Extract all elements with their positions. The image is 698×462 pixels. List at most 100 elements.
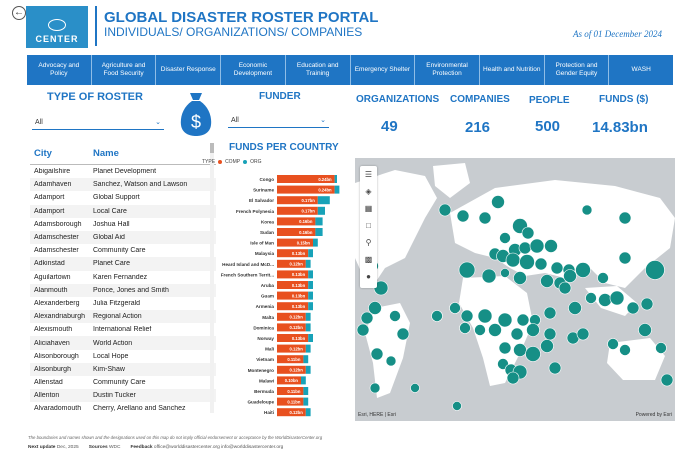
world-map[interactable] bbox=[355, 158, 675, 421]
tick-label: French Southern Territ... bbox=[221, 272, 274, 277]
cell-name: Kim-Shaw bbox=[93, 365, 125, 373]
map-attribution: Esri, HERE | Esri bbox=[358, 412, 396, 418]
grid-icon[interactable]: ▦ bbox=[364, 204, 373, 213]
cell-city: Adamschester bbox=[34, 234, 79, 242]
select-area-icon[interactable]: □ bbox=[366, 221, 371, 230]
category-agriculture[interactable]: Agriculture and Food Security bbox=[92, 55, 157, 85]
map-cluster-marker bbox=[660, 373, 674, 387]
table-row[interactable]: Allenton Dustin Tucker bbox=[30, 389, 216, 403]
map-cluster-marker bbox=[548, 361, 562, 375]
category-protection[interactable]: Protection and Gender Equity bbox=[545, 55, 610, 85]
table-row[interactable]: Adamport Global Support bbox=[30, 191, 216, 204]
map-cluster-marker bbox=[356, 323, 370, 337]
tick-label: Bermuda bbox=[254, 389, 274, 394]
category-economic[interactable]: Economic Development bbox=[221, 55, 286, 85]
footer: Next update Dec, 2025 Sources WDC Feedba… bbox=[28, 445, 283, 450]
tick-label: Korea bbox=[261, 219, 274, 224]
table-row[interactable]: Adamport Local Care bbox=[30, 204, 216, 218]
bar-comp bbox=[277, 217, 316, 226]
map-cluster-marker bbox=[575, 262, 591, 278]
bar-comp bbox=[277, 270, 309, 279]
category-education[interactable]: Education and Training bbox=[286, 55, 351, 85]
map-cluster-marker bbox=[550, 261, 564, 275]
table-row[interactable]: Alisonborough Local Hope bbox=[30, 350, 216, 363]
cell-city: Adamport bbox=[34, 207, 65, 215]
table-row[interactable]: Adamsborough Joshua Hall bbox=[30, 218, 216, 231]
powered-by-esri[interactable]: Powered by Esri bbox=[635, 412, 672, 418]
funder-dropdown[interactable]: All ⌄ bbox=[228, 114, 329, 128]
table-row[interactable]: Adamhaven Sanchez, Watson and Lawson bbox=[30, 178, 216, 192]
map-cluster-marker bbox=[618, 251, 632, 265]
table-row[interactable]: Alexanderberg Julia Fitzgerald bbox=[30, 297, 216, 310]
map-cluster-marker bbox=[389, 310, 401, 322]
table-row[interactable]: Alisonburgh Kim-Shaw bbox=[30, 362, 216, 376]
scrollbar-thumb[interactable] bbox=[210, 143, 214, 153]
table-row[interactable]: Adamschester Global Aid bbox=[30, 230, 216, 245]
table-row[interactable]: Alexismouth International Relief bbox=[30, 323, 216, 336]
map-cluster-marker bbox=[626, 301, 640, 315]
tick-label: Aruba bbox=[261, 283, 275, 288]
feedback-label: Feedback bbox=[130, 445, 153, 450]
category-environment[interactable]: Environmental Protection bbox=[415, 55, 480, 85]
table-row[interactable]: Abigailshire Planet Development bbox=[30, 165, 216, 178]
bar-comp bbox=[277, 302, 309, 311]
legend-comp-label: COMP bbox=[225, 159, 241, 165]
table-row[interactable]: Alanmouth Ponce, Jones and Smith bbox=[30, 283, 216, 297]
table-row[interactable]: Alexandriaburgh Regional Action bbox=[30, 310, 216, 324]
map-cluster-marker bbox=[506, 371, 520, 385]
category-disaster-response[interactable]: Disaster Response bbox=[156, 55, 222, 85]
category-wash[interactable]: WASH bbox=[631, 66, 651, 73]
map-cluster-marker bbox=[516, 313, 530, 327]
cell-city: Adkinstad bbox=[34, 260, 65, 268]
menu-icon[interactable]: ☰ bbox=[364, 170, 373, 179]
bar-comp bbox=[277, 249, 309, 258]
map-cluster-marker bbox=[645, 260, 665, 280]
category-advocacy[interactable]: Advocacy and Policy bbox=[27, 55, 92, 85]
map-cluster-marker bbox=[563, 269, 577, 283]
map-cluster-marker bbox=[513, 343, 527, 357]
cell-name: Planet Development bbox=[93, 168, 157, 176]
bar-org bbox=[305, 408, 311, 417]
cell-name: Global Aid bbox=[93, 234, 125, 242]
feedback-value[interactable]: office@worlddisastercenter.org info@worl… bbox=[153, 445, 284, 450]
bar-comp bbox=[277, 196, 318, 205]
roster-type-dropdown[interactable]: All ⌄ bbox=[32, 116, 164, 130]
back-icon[interactable]: ← bbox=[12, 6, 26, 20]
table-row[interactable]: Aliciahaven World Action bbox=[30, 336, 216, 350]
map-cluster-marker bbox=[452, 401, 462, 411]
layers-icon[interactable]: ◈ bbox=[365, 187, 372, 196]
search-icon[interactable]: ⚲ bbox=[365, 238, 372, 247]
bar-org bbox=[308, 291, 313, 300]
map-cluster-marker bbox=[543, 327, 557, 341]
table-row[interactable]: Aguilartown Karen Fernandez bbox=[30, 271, 216, 284]
tick-label: Guam bbox=[261, 294, 274, 299]
companies-label: COMPANIES bbox=[450, 94, 510, 105]
data-label: 0.12bn bbox=[290, 262, 304, 267]
column-header-name[interactable]: Name bbox=[93, 148, 119, 159]
map-disclaimer: The boundaries and names shown and the d… bbox=[28, 435, 323, 440]
map-cluster-marker bbox=[360, 311, 374, 325]
category-health[interactable]: Health and Nutrition bbox=[480, 55, 545, 85]
cell-city: Aguilartown bbox=[34, 273, 71, 281]
table-row[interactable]: Adamschester Community Care bbox=[30, 244, 216, 257]
legend-icon[interactable]: ▩ bbox=[364, 255, 373, 264]
cell-name: Global Support bbox=[93, 194, 140, 202]
column-header-city[interactable]: City bbox=[34, 148, 52, 159]
person-icon[interactable]: ● bbox=[366, 272, 371, 281]
map-cluster-marker bbox=[456, 209, 470, 223]
table-row[interactable]: Allenstad Community Care bbox=[30, 376, 216, 389]
funds-total: 14.83bn bbox=[592, 119, 648, 136]
organizations-label: ORGANIZATIONS bbox=[356, 94, 440, 105]
category-shelter[interactable]: Emergency Shelter bbox=[351, 55, 416, 85]
table-row[interactable]: Adkinstad Planet Care bbox=[30, 257, 216, 271]
map-canvas[interactable] bbox=[355, 158, 675, 421]
map-cluster-marker bbox=[505, 252, 521, 268]
bar-org bbox=[301, 376, 306, 385]
people-count: 500 bbox=[535, 118, 561, 135]
table-row[interactable]: Alvaradomouth Cherry, Arellano and Sanche… bbox=[30, 402, 216, 415]
table-scrollbar[interactable] bbox=[210, 143, 214, 413]
map-cluster-marker bbox=[373, 280, 389, 296]
cell-city: Alisonborough bbox=[34, 352, 79, 360]
map-cluster-marker bbox=[540, 339, 554, 353]
